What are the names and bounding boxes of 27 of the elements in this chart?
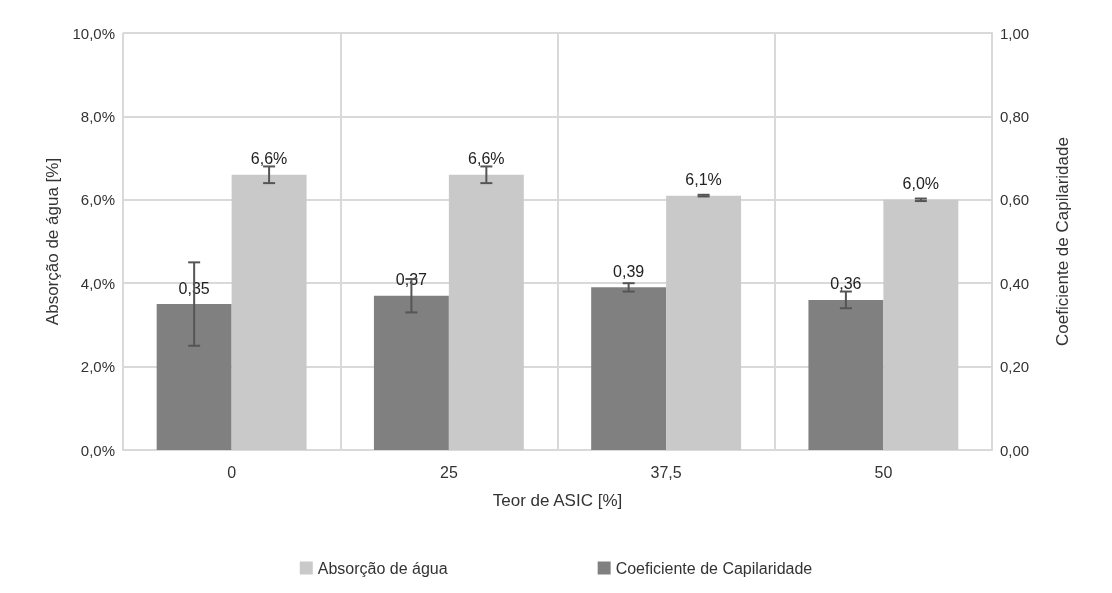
data-label: 6,6% [468, 150, 505, 168]
x-tick-label: 25 [439, 463, 458, 481]
legend-label: Absorção de água [317, 559, 448, 577]
x-axis-title: Teor de ASIC [%] [492, 491, 623, 510]
y2-tick-label: 0,00 [1000, 441, 1030, 459]
x-tick-label: 50 [874, 463, 893, 481]
legend-label: Coeficiente de Capilaridade [615, 559, 813, 577]
y-tick-label: 4,0% [80, 274, 115, 292]
y2-tick-label: 0,20 [1000, 358, 1030, 376]
y2-tick-label: 1,00 [1000, 24, 1030, 42]
data-label: 6,0% [902, 175, 940, 193]
y-tick-label: 6,0% [80, 191, 115, 209]
y-tick-label: 10,0% [72, 24, 115, 42]
data-label: 6,1% [685, 171, 722, 189]
y2-tick-label: 0,60 [1000, 191, 1030, 209]
y2-tick-label: 0,80 [1000, 107, 1030, 125]
x-tick-label: 0 [227, 463, 237, 481]
y2-axis-title: Coeficiente de Capilaridade [1053, 137, 1072, 346]
y2-tick-label: 0,40 [1000, 274, 1030, 292]
y-tick-label: 2,0% [80, 358, 115, 376]
data-label: 0,39 [613, 262, 645, 280]
x-tick-label: 37,5 [650, 463, 682, 481]
y-axis-title: Absorção de água [%] [43, 157, 62, 326]
data-label: 0,36 [830, 275, 862, 293]
y-tick-label: 8,0% [80, 107, 115, 125]
data-label: 6,6% [250, 150, 288, 168]
y-tick-label: 0,0% [80, 441, 115, 459]
